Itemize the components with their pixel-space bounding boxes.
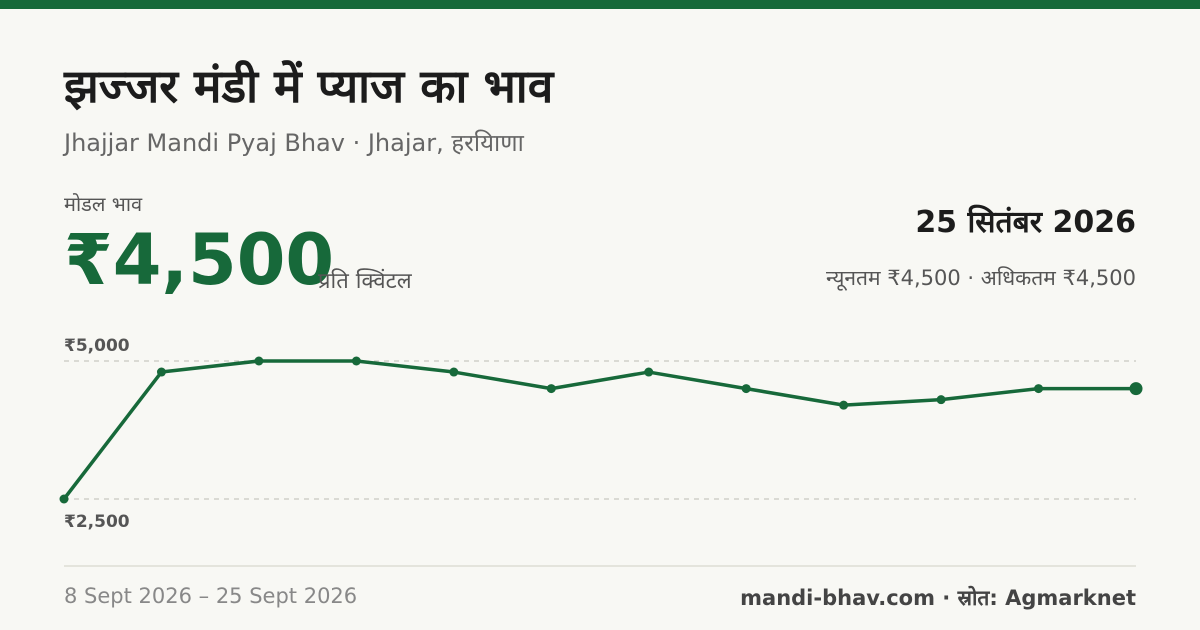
data-point bbox=[741, 384, 751, 394]
y-tick-label: ₹2,500 bbox=[64, 512, 130, 532]
page-subtitle: Jhajjar Mandi Pyaj Bhav · Jhajar, हरयिाण… bbox=[64, 129, 524, 157]
data-point bbox=[59, 494, 69, 504]
data-point bbox=[936, 395, 946, 405]
data-point bbox=[254, 356, 264, 366]
price-series-line bbox=[62, 359, 1136, 501]
source-credit: mandi-bhav.com · स्रोत: Agmarknet bbox=[740, 584, 1136, 612]
data-point bbox=[351, 356, 361, 366]
latest-data-point bbox=[1129, 382, 1143, 396]
data-point bbox=[644, 367, 654, 377]
site-name: mandi-bhav.com bbox=[740, 586, 935, 610]
footer-divider bbox=[64, 565, 1136, 567]
price-unit: प्रति क्विंटल bbox=[318, 269, 412, 294]
date-range: 8 Sept 2026 – 25 Sept 2026 bbox=[64, 584, 358, 608]
data-point bbox=[449, 367, 459, 377]
min-max-prices: न्यूनतम ₹4,500 · अधिकतम ₹4,500 bbox=[826, 264, 1136, 292]
data-source: स्रोत: Agmarknet bbox=[957, 586, 1136, 610]
max-price: अधिकतम ₹4,500 bbox=[980, 266, 1136, 290]
page-title: झज्जर मंडी में प्याज का भाव bbox=[64, 59, 554, 113]
data-point bbox=[839, 400, 849, 410]
top-accent-bar bbox=[0, 0, 1200, 9]
model-price-label: मोडल भाव bbox=[64, 192, 143, 216]
model-price-value: ₹4,500 bbox=[64, 219, 335, 301]
price-date: 25 सितंबर 2026 bbox=[915, 205, 1136, 240]
credit-separator: · bbox=[934, 586, 958, 610]
min-price: न्यूनतम ₹4,500 bbox=[826, 266, 961, 290]
y-tick-label: ₹5,000 bbox=[64, 336, 130, 356]
data-point bbox=[546, 384, 556, 394]
min-max-separator: · bbox=[960, 266, 981, 290]
data-point bbox=[1034, 384, 1044, 394]
price-line-chart: ₹5,000 ₹2,500 bbox=[59, 336, 1143, 532]
data-point bbox=[156, 367, 166, 377]
